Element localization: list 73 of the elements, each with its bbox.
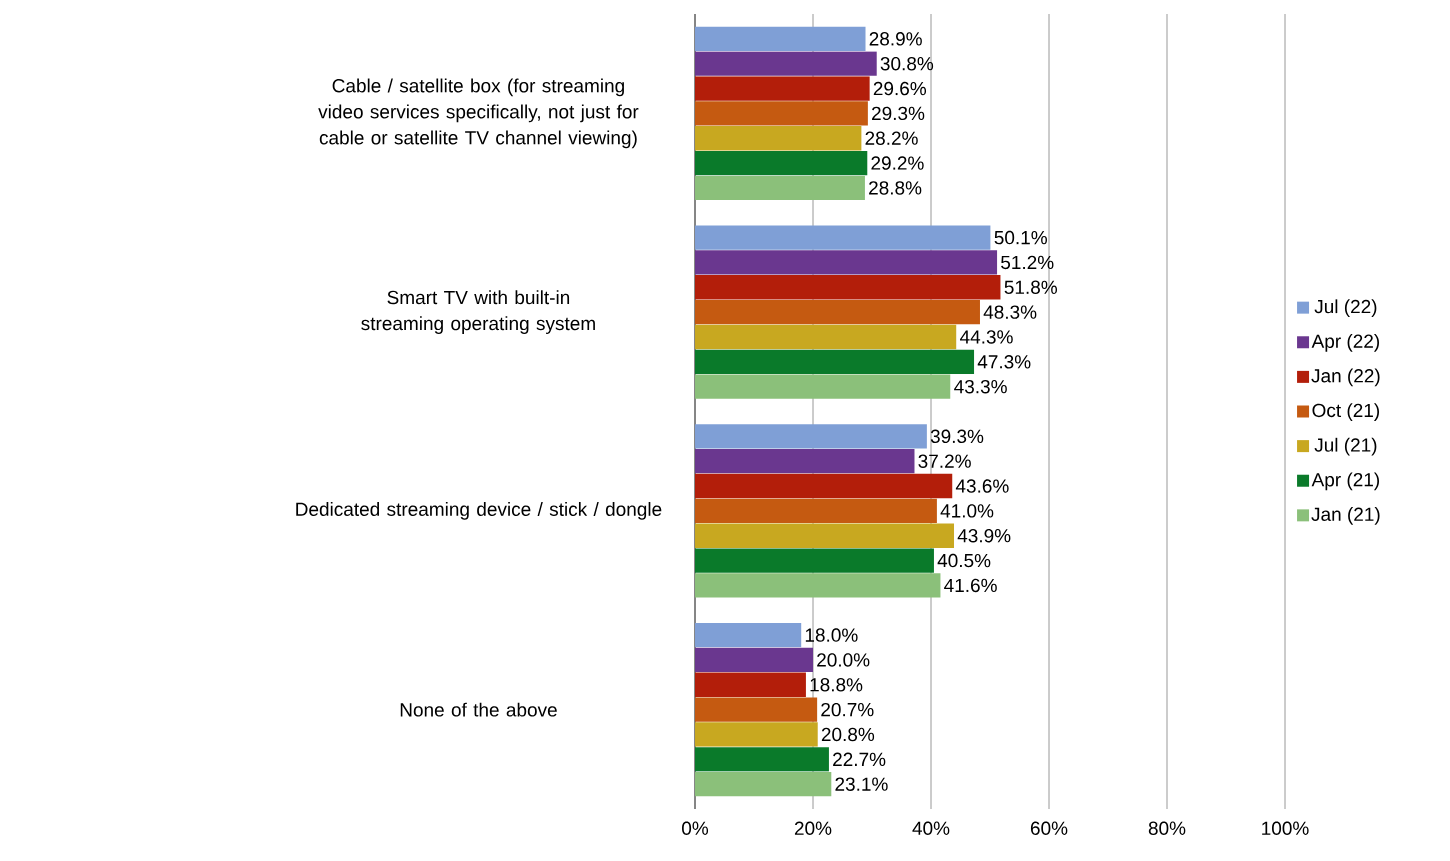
- legend-label: Jan (21): [1311, 507, 1380, 525]
- data-label: 41.6%: [944, 578, 997, 593]
- data-label: 30.8%: [880, 56, 934, 71]
- bar: [695, 324, 957, 350]
- bar: [695, 299, 980, 325]
- bar: [695, 275, 1001, 300]
- data-label: 43.3%: [954, 379, 1007, 394]
- bar: [695, 647, 814, 673]
- data-label: 37.2%: [918, 454, 971, 468]
- x-tick-label: 80%: [1148, 821, 1186, 835]
- data-label: 20.0%: [817, 653, 870, 667]
- bar: [695, 523, 955, 548]
- data-label: 43.6%: [955, 479, 1009, 493]
- legend-label: Oct (21): [1312, 403, 1380, 421]
- bar: [695, 374, 951, 399]
- y-tick-label: None of the above: [400, 702, 557, 717]
- data-label: 47.3%: [977, 355, 1031, 369]
- data-label: 39.3%: [930, 429, 984, 444]
- bar: [695, 101, 868, 126]
- x-tick-label: 0%: [682, 821, 709, 835]
- bar: [695, 250, 998, 275]
- x-tick-label: 100%: [1262, 821, 1309, 835]
- data-label: 41.0%: [940, 504, 994, 518]
- data-label: 18.0%: [805, 628, 858, 642]
- bar: [695, 449, 915, 474]
- bar: [695, 126, 862, 151]
- y-tick-label: Smart TV with built-in streaming operating system: [361, 290, 595, 334]
- data-label: 51.2%: [1001, 255, 1054, 270]
- bar: [695, 672, 806, 697]
- data-label: 48.3%: [983, 305, 1037, 319]
- bar: [695, 51, 877, 76]
- bar: [695, 622, 802, 648]
- bar: [695, 26, 866, 52]
- data-label: 44.3%: [960, 330, 1013, 344]
- data-label: 28.8%: [869, 181, 922, 195]
- data-label: 43.9%: [957, 528, 1011, 543]
- data-label: 28.2%: [865, 131, 918, 145]
- data-label: 50.1%: [994, 230, 1047, 245]
- bar: [695, 175, 865, 201]
- bar: [695, 76, 870, 101]
- legend-label: Jan (22): [1311, 368, 1380, 387]
- data-label: 20.8%: [821, 727, 875, 742]
- data-label: 20.7%: [821, 702, 874, 717]
- data-label: 29.6%: [873, 81, 927, 96]
- bar: [695, 349, 975, 374]
- legend-label: Jul (21): [1314, 437, 1377, 456]
- data-label: 23.1%: [835, 777, 888, 791]
- bar: [695, 697, 818, 722]
- bar: [695, 722, 818, 747]
- y-tick-label: Dedicated streaming device / stick / dongle: [296, 502, 662, 520]
- bar: [695, 498, 937, 524]
- x-tick-label: 40%: [912, 821, 950, 835]
- y-tick-label: Cable / satellite box (for streaming video services specifically, not just for cable or satellite TV channel viewing): [318, 78, 639, 149]
- data-label: 18.8%: [810, 678, 863, 692]
- legend-label: Jul (22): [1314, 299, 1377, 318]
- bar: [695, 771, 832, 797]
- bar: [695, 424, 927, 449]
- data-label: 28.9%: [869, 32, 922, 46]
- legend-label: Apr (22): [1311, 333, 1380, 352]
- data-label: 40.5%: [937, 553, 991, 568]
- bar: [695, 548, 934, 573]
- bar: [695, 150, 868, 176]
- bar: [695, 225, 991, 250]
- data-label: 22.7%: [833, 752, 886, 766]
- data-label: 29.2%: [871, 156, 924, 170]
- data-label: 51.8%: [1004, 280, 1058, 295]
- x-tick-label: 60%: [1030, 821, 1068, 835]
- x-tick-label: 20%: [794, 821, 832, 835]
- legend-label: Apr (21): [1311, 472, 1380, 491]
- data-label: 29.3%: [872, 106, 925, 121]
- bar: [695, 473, 953, 499]
- bar: [695, 573, 941, 598]
- bar: [695, 747, 829, 772]
